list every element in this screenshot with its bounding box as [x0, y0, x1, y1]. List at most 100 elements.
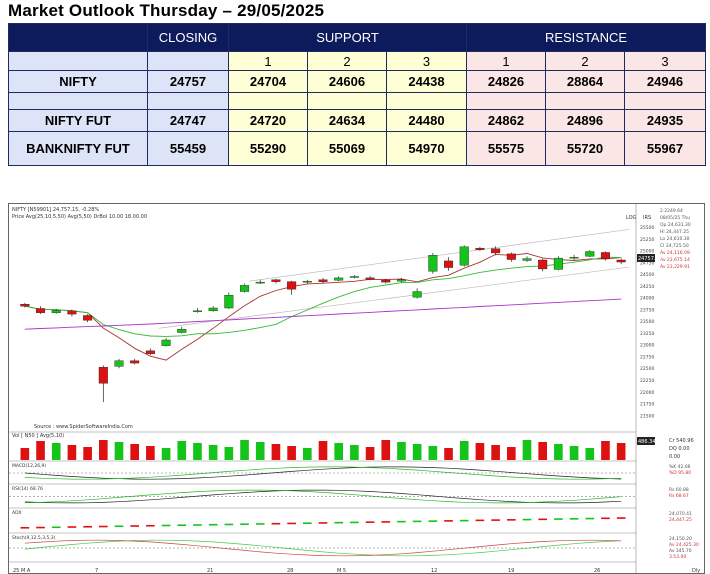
- candle-body: [114, 360, 124, 367]
- row-s2: 55069: [307, 131, 387, 166]
- volume-bar: [538, 442, 548, 460]
- candle-body: [67, 310, 77, 315]
- candle-body: [459, 246, 469, 266]
- volume-bar: [255, 442, 265, 460]
- support-level-1: 1: [228, 51, 308, 71]
- adx-mark: [193, 524, 202, 526]
- price-axis-label: 25000: [640, 249, 654, 255]
- side-info-line: Av 23,229.91: [660, 264, 690, 270]
- candle-body: [20, 304, 30, 307]
- volume-bar: [161, 448, 171, 460]
- x-axis-label: 28: [287, 568, 293, 574]
- price-axis-label: 22250: [640, 378, 654, 384]
- price-axis-label: 21500: [640, 413, 654, 419]
- row-r3: 24946: [624, 70, 706, 93]
- channel-upper-line: [248, 229, 630, 282]
- chart-log-label: LOG: [626, 215, 637, 221]
- header-resistance: RESISTANCE: [466, 23, 706, 52]
- candle-body: [177, 328, 187, 333]
- panel-side-value: %K 42.66: [669, 464, 691, 470]
- adx-mark: [601, 517, 610, 520]
- row-r2: 28864: [545, 70, 625, 93]
- price-axis-label: 24750: [640, 260, 654, 266]
- level-number-row: 1 2 3 1 2 3: [8, 51, 706, 71]
- volume-side-1: DQ 0.00: [669, 446, 690, 452]
- panel-side-value: 3.53.00: [669, 554, 686, 560]
- adx-mark: [616, 517, 626, 519]
- indicator-line: [24, 466, 622, 480]
- row-r1: 24862: [466, 109, 546, 132]
- adx-mark: [491, 519, 500, 521]
- volume-bar: [397, 442, 406, 460]
- side-info-line: 2.2249.64: [660, 208, 683, 214]
- adx-mark: [428, 520, 438, 522]
- volume-bar: [569, 446, 579, 460]
- volume-side-2: 0.00: [669, 454, 680, 460]
- adx-mark: [506, 519, 516, 521]
- panel-label: MACD(12,26,9): [12, 463, 46, 469]
- adx-mark: [271, 522, 281, 525]
- panel-side-value: 24,447.25: [669, 517, 692, 523]
- panel-side-value: Av 24,425.30: [669, 542, 699, 548]
- adx-mark: [287, 522, 296, 525]
- header-closing: CLOSING: [147, 23, 229, 52]
- table-row-banknifty-fut: BANKNIFTY FUT 55459 55290 55069 54970 55…: [8, 131, 706, 166]
- row-name: NIFTY FUT: [8, 109, 148, 132]
- adx-mark: [146, 524, 155, 527]
- volume-bar: [240, 440, 249, 460]
- candle-body: [271, 279, 281, 282]
- side-info-line: 08/05/25 Thu: [660, 215, 690, 221]
- adx-mark: [67, 526, 77, 528]
- candle-body: [36, 308, 46, 313]
- row-s1: 55290: [228, 131, 308, 166]
- ma-short-line: [24, 253, 622, 361]
- candle-body: [506, 253, 516, 260]
- adx-mark: [114, 525, 124, 528]
- volume-bar: [114, 442, 124, 460]
- x-axis-label: M 5: [337, 568, 346, 574]
- volume-bar: [554, 444, 563, 460]
- price-axis-label: 22000: [640, 390, 654, 396]
- volume-label: Vol [ N50 ] Avg(5,10): [12, 433, 64, 439]
- row-s3: 24438: [386, 70, 467, 93]
- price-chart-svg: NIFTY [N59901] 24,757.15, -0.28% Price A…: [9, 204, 700, 574]
- candle-body: [51, 310, 61, 313]
- row-closing: 55459: [147, 131, 229, 166]
- support-level-2: 2: [307, 51, 387, 71]
- candle-body: [161, 339, 171, 346]
- adx-mark: [554, 518, 563, 520]
- volume-bar: [459, 441, 469, 460]
- panel-label: RSI(14) 68.76: [12, 486, 43, 492]
- price-axis: 25500 25250 25000 24750 24500 24250 24000 23750…: [640, 225, 654, 419]
- row-r1: 55575: [466, 131, 546, 166]
- adx-mark: [177, 524, 187, 527]
- adx-mark: [161, 524, 171, 527]
- candle-body: [365, 277, 375, 280]
- row-r1: 24826: [466, 70, 546, 93]
- price-axis-label: 25250: [640, 237, 654, 243]
- row-s1: 24720: [228, 109, 308, 132]
- volume-panel: [9, 440, 636, 462]
- volume-bar: [381, 440, 391, 460]
- adx-mark: [240, 523, 249, 526]
- volume-bar: [522, 440, 532, 460]
- volume-bar: [428, 446, 438, 460]
- adx-mark: [412, 520, 422, 523]
- candle-body: [522, 258, 532, 261]
- adx-mark: [83, 525, 92, 528]
- price-axis-label: 24250: [640, 284, 654, 290]
- candle-body: [475, 248, 485, 250]
- adx-mark: [365, 521, 375, 523]
- volume-bar: [585, 448, 595, 460]
- support-level-3: 3: [386, 51, 467, 71]
- resistance-level-1: 1: [466, 51, 546, 71]
- row-name: NIFTY: [8, 70, 148, 93]
- volume-bar: [491, 445, 500, 460]
- candle-body: [396, 279, 406, 282]
- panel-side-value: Rs 68.67: [669, 493, 689, 499]
- indicator-line: [24, 489, 622, 504]
- x-axis-label: 12: [431, 568, 437, 574]
- volume-bar: [287, 446, 296, 460]
- volume-bar: [350, 445, 359, 460]
- volume-bar: [412, 444, 422, 460]
